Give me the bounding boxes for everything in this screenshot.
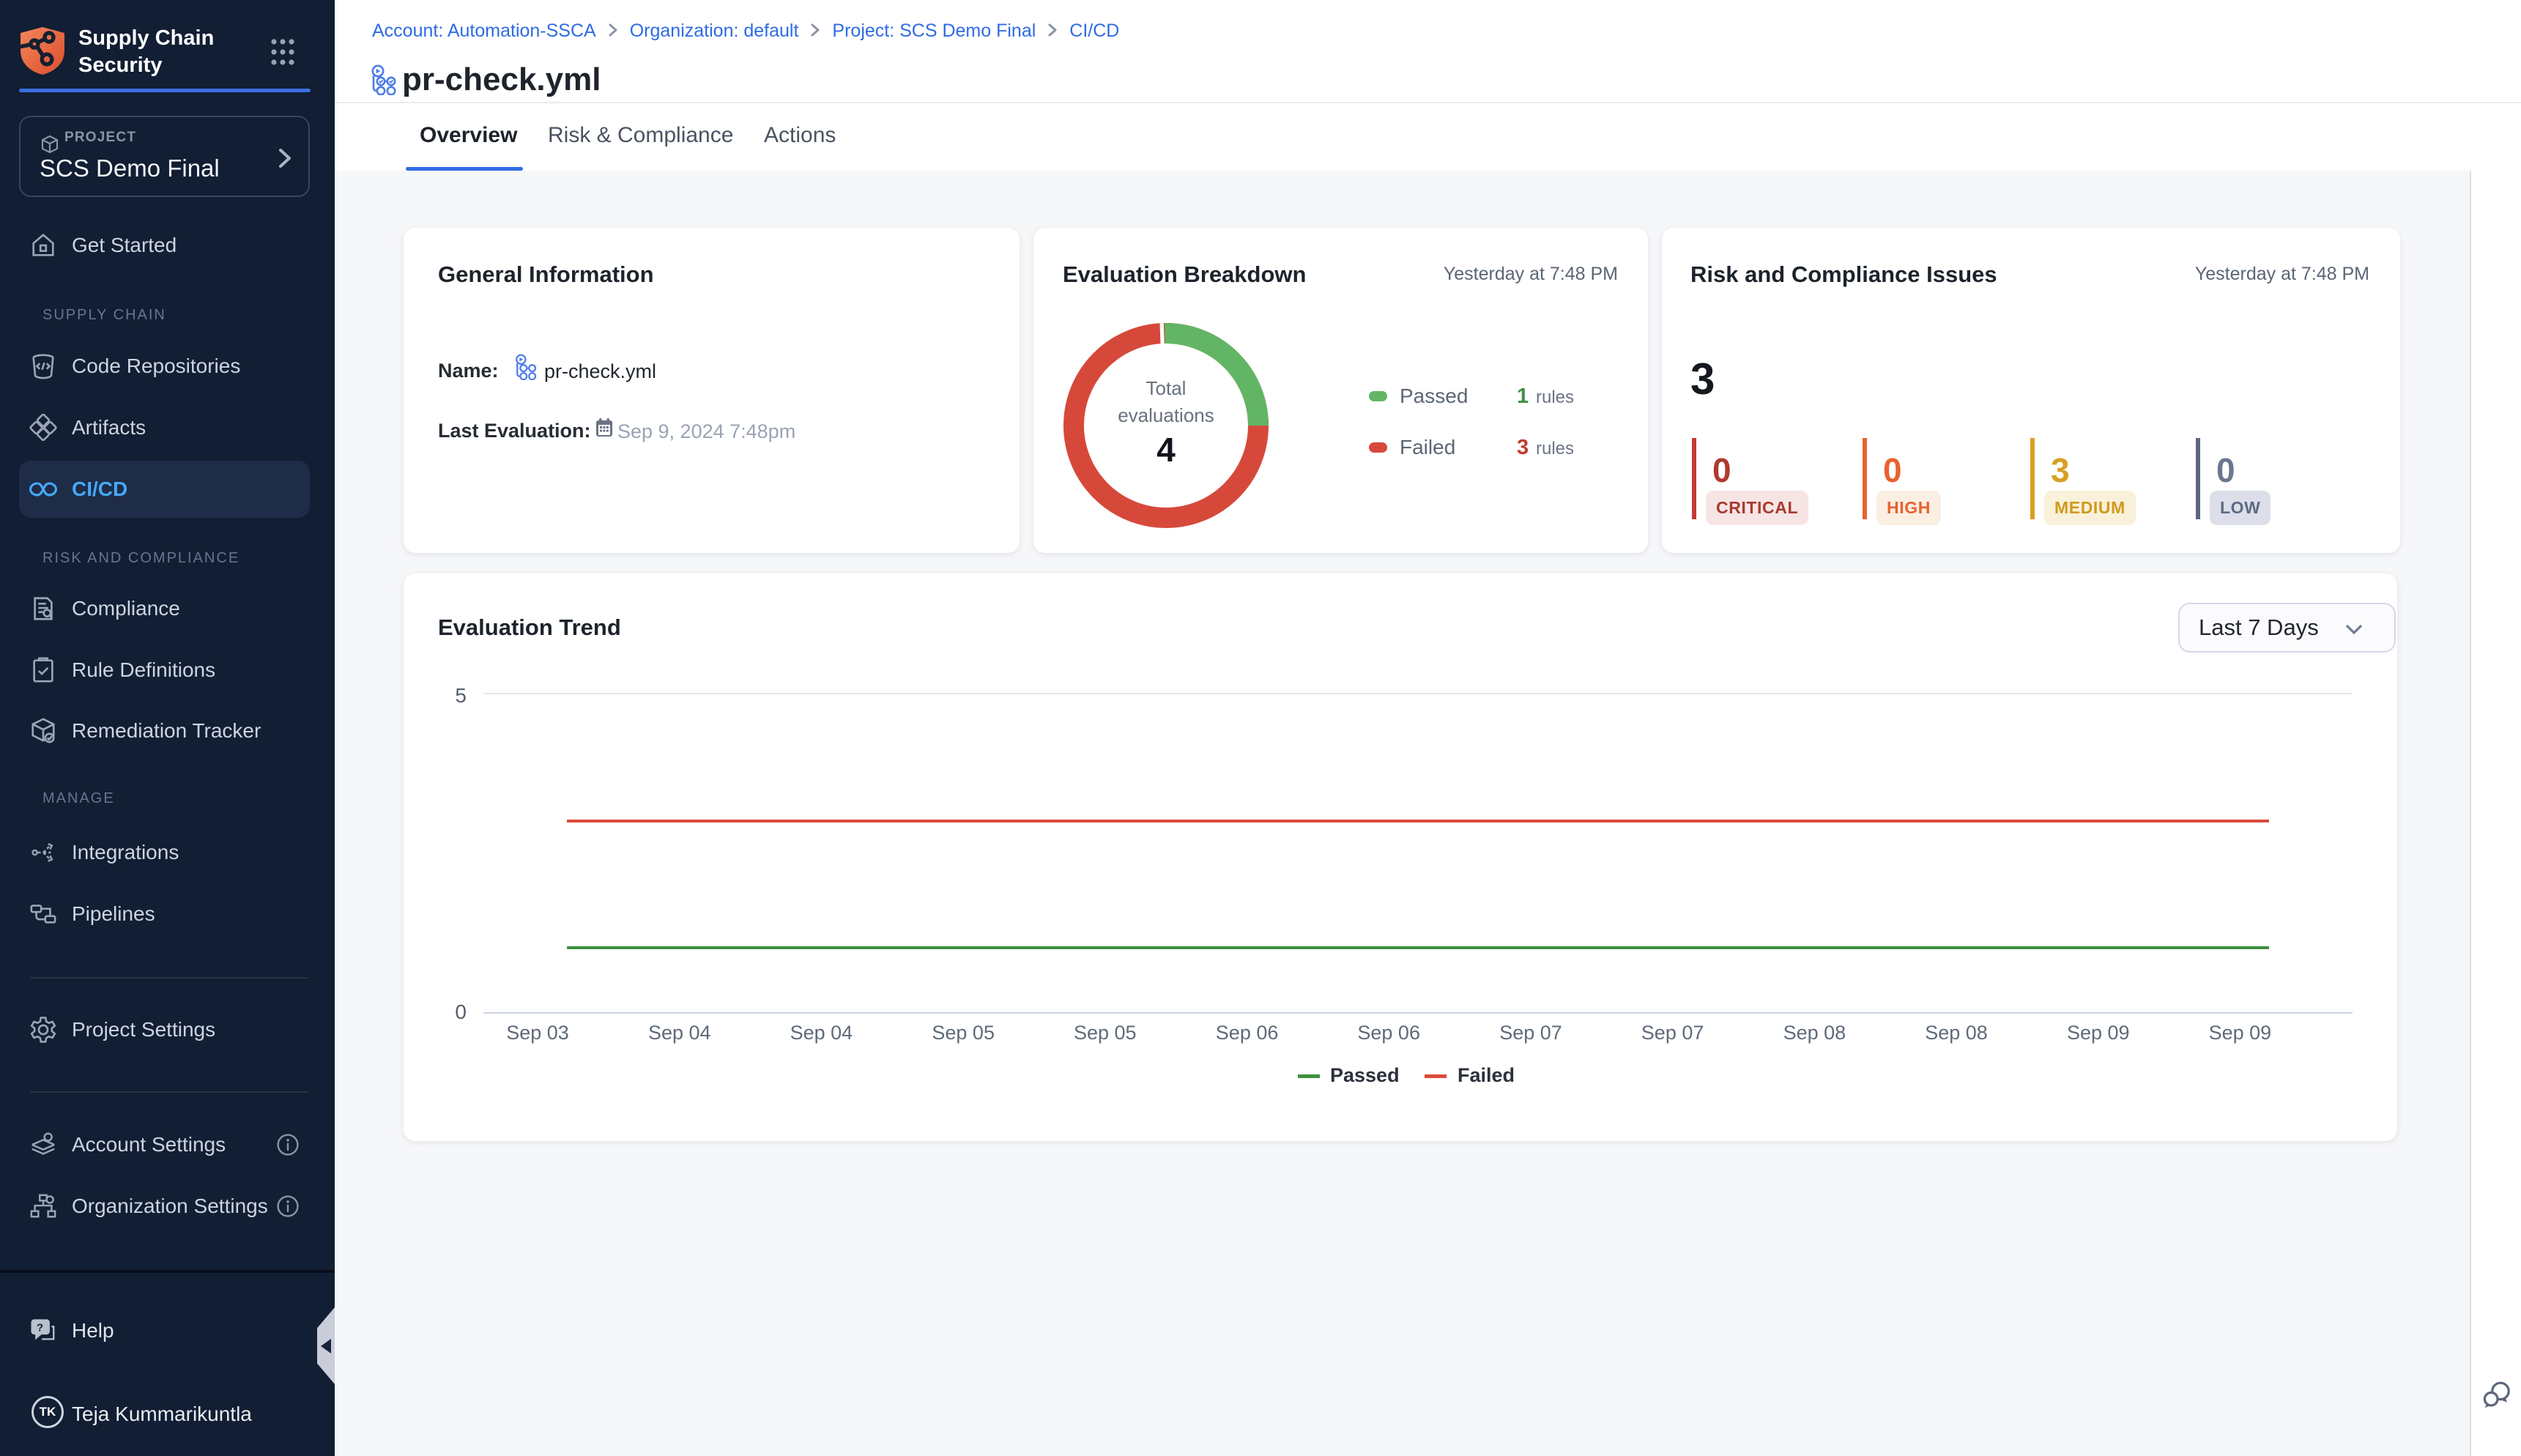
- svg-text:?: ?: [37, 1322, 43, 1334]
